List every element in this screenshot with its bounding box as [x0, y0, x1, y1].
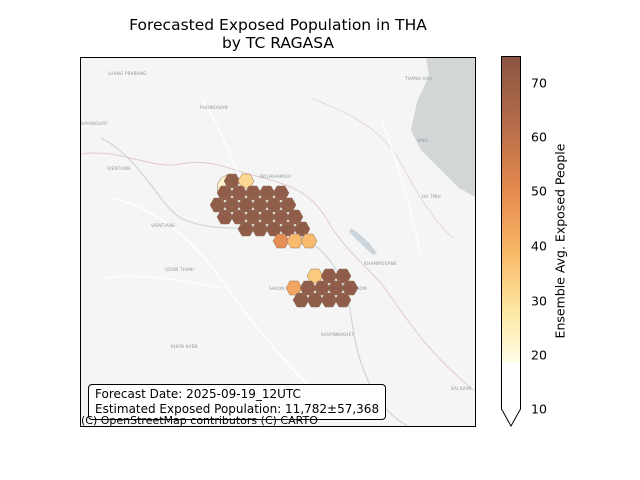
label-savannakhet: SAVANNAKHET: [321, 332, 354, 337]
label-thanh-hoa: THANH HOA: [404, 76, 432, 81]
label-vientiane-province: VIENTIANE: [107, 166, 131, 171]
label-phonsavan: PHONSAVAN: [200, 105, 228, 110]
reservoir: [349, 228, 377, 255]
forecast-date: Forecast Date: 2025-09-19_12UTC: [95, 387, 379, 402]
basemap: LUANG PRABANG PHONSAVAN XAYABOURY VIENTI…: [81, 58, 476, 427]
colorbar-tick-10: 10: [531, 402, 547, 417]
label-sakon: SAKON: [269, 286, 285, 291]
colorbar-tick-30: 30: [531, 294, 547, 309]
colorbar-tick-40: 40: [531, 239, 547, 254]
colorbar-tick-50: 50: [531, 184, 547, 199]
colorbar-gradient: [502, 57, 521, 363]
map-panel[interactable]: LUANG PRABANG PHONSAVAN XAYABOURY VIENTI…: [80, 57, 476, 427]
label-luang-prabang: LUANG PRABANG: [108, 71, 147, 76]
label-khammouane: KHAMMOUANE: [364, 261, 397, 266]
map-attribution: (C) OpenStreetMap contributors (C) CARTO: [81, 414, 318, 427]
label-khon-kaen: KHON KAEN: [171, 344, 198, 349]
map-title: Forecasted Exposed Population in THA by …: [80, 16, 476, 52]
colorbar: [501, 56, 521, 427]
label-xayaboury: XAYABOURY: [81, 121, 108, 126]
colorbar-extension: [502, 363, 521, 427]
label-udon-thani: UDON THANI: [165, 267, 194, 272]
label-vientiane: VIENTIANE: [151, 223, 175, 228]
colorbar-tick-60: 60: [531, 130, 547, 145]
label-salavan: SALAVAN: [451, 386, 472, 391]
label-bolikhamsai: BOLIKHAMSAI: [260, 174, 291, 179]
title-line-2: by TC RAGASA: [80, 34, 476, 52]
road: [101, 276, 221, 288]
label-ha-tinh: HA TINH: [422, 194, 441, 199]
title-line-1: Forecasted Exposed Population in THA: [80, 16, 476, 34]
label-vinh: VINH: [417, 138, 428, 143]
colorbar-label: Ensemble Avg. Exposed People: [553, 144, 568, 339]
colorbar-tick-70: 70: [531, 76, 547, 91]
colorbar-tick-20: 20: [531, 348, 547, 363]
